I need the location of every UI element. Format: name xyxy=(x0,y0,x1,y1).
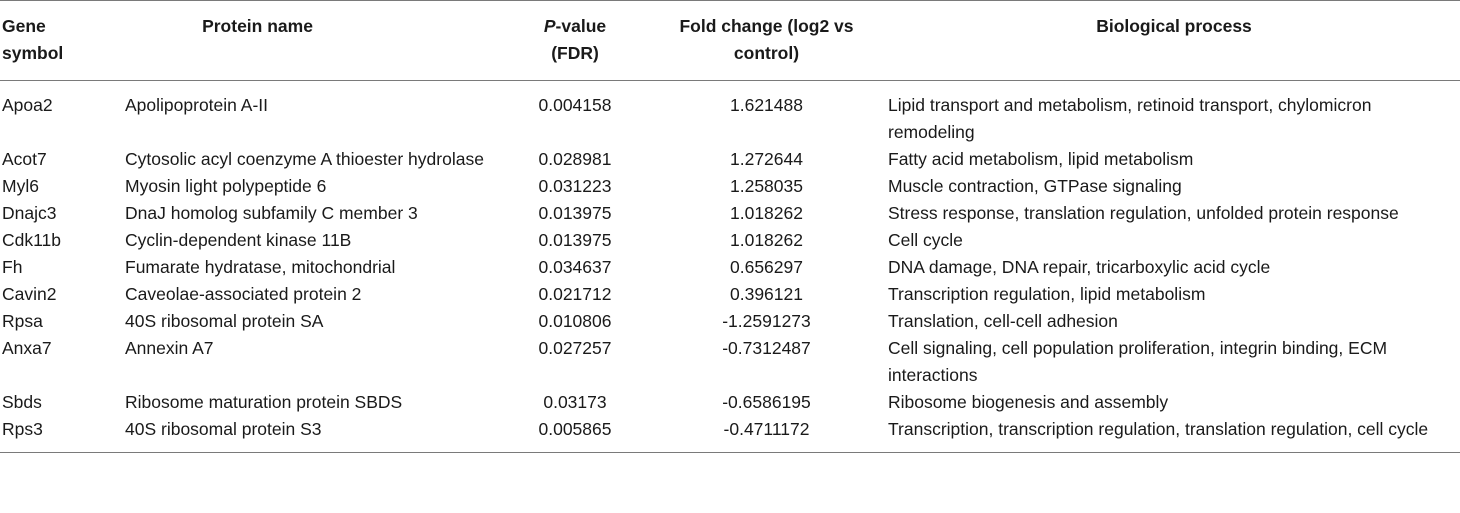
header-pvalue: P-value (FDR) xyxy=(505,1,645,81)
cell-fold: 1.018262 xyxy=(730,230,803,250)
cell-pvalue: 0.031223 xyxy=(538,176,612,196)
header-pvalue-line2: (FDR) xyxy=(551,43,599,63)
cell-protein: 40S ribosomal protein S3 xyxy=(125,419,322,439)
cell-fold: -0.7312487 xyxy=(722,338,811,358)
cell-gene: Rpsa xyxy=(2,311,43,331)
header-protein-name: Protein name xyxy=(125,1,505,81)
cell-fold: 0.396121 xyxy=(730,284,803,304)
cell-protein: Caveolae-associated protein 2 xyxy=(125,284,362,304)
cell-fold: -0.6586195 xyxy=(722,392,811,412)
cell-process: Muscle contraction, GTPase signaling xyxy=(888,176,1182,196)
cell-pvalue: 0.03173 xyxy=(543,392,607,412)
header-gene-line2: symbol xyxy=(2,43,64,63)
cell-fold: 1.272644 xyxy=(730,149,803,169)
cell-fold: 1.018262 xyxy=(730,203,803,223)
header-gene-symbol: Gene symbol xyxy=(0,1,125,81)
cell-fold: 1.258035 xyxy=(730,176,803,196)
cell-process: DNA damage, DNA repair, tricarboxylic ac… xyxy=(888,257,1271,277)
cell-pvalue: 0.021712 xyxy=(538,284,612,304)
cell-process: Lipid transport and metabolism, retinoid… xyxy=(888,95,1372,142)
table-row: Dnajc3 DnaJ homolog subfamily C member 3… xyxy=(0,200,1460,227)
table-row: Apoa2 Apolipoprotein A-II 0.004158 1.621… xyxy=(0,81,1460,147)
cell-process: Cell cycle xyxy=(888,230,963,250)
table-body: Apoa2 Apolipoprotein A-II 0.004158 1.621… xyxy=(0,81,1460,453)
header-gene-line1: Gene xyxy=(2,16,46,36)
cell-gene: Acot7 xyxy=(2,149,47,169)
table-row: Fh Fumarate hydratase, mitochondrial 0.0… xyxy=(0,254,1460,281)
cell-protein: DnaJ homolog subfamily C member 3 xyxy=(125,203,418,223)
cell-pvalue: 0.010806 xyxy=(538,311,612,331)
cell-pvalue: 0.013975 xyxy=(538,230,612,250)
cell-protein: Cyclin-dependent kinase 11B xyxy=(125,230,352,250)
cell-process: Transcription regulation, lipid metaboli… xyxy=(888,284,1206,304)
cell-process: Stress response, translation regulation,… xyxy=(888,203,1399,223)
header-process-label: Biological process xyxy=(1096,16,1252,36)
table-row: Acot7 Cytosolic acyl coenzyme A thioeste… xyxy=(0,146,1460,173)
cell-fold: 0.656297 xyxy=(730,257,803,277)
cell-protein: Apolipoprotein A-II xyxy=(125,95,269,115)
cell-gene: Cavin2 xyxy=(2,284,57,304)
cell-fold: 1.621488 xyxy=(730,95,803,115)
cell-pvalue: 0.004158 xyxy=(538,95,612,115)
cell-process: Cell signaling, cell population prolifer… xyxy=(888,338,1388,385)
cell-gene: Dnajc3 xyxy=(2,203,57,223)
header-pvalue-rest: -value xyxy=(555,16,607,36)
cell-pvalue: 0.013975 xyxy=(538,203,612,223)
cell-protein: Annexin A7 xyxy=(125,338,214,358)
cell-gene: Apoa2 xyxy=(2,95,53,115)
table-row: Rpsa 40S ribosomal protein SA 0.010806 -… xyxy=(0,308,1460,335)
cell-pvalue: 0.027257 xyxy=(538,338,612,358)
cell-process: Translation, cell-cell adhesion xyxy=(888,311,1118,331)
header-pvalue-italic: P xyxy=(543,16,556,36)
table-row: Sbds Ribosome maturation protein SBDS 0.… xyxy=(0,389,1460,416)
cell-protein: Fumarate hydratase, mitochondrial xyxy=(125,257,396,277)
header-fold-line1: Fold change (log2 vs xyxy=(679,16,854,36)
cell-process: Transcription, transcription regulation,… xyxy=(888,419,1429,439)
cell-pvalue: 0.005865 xyxy=(538,419,612,439)
table-row: Cavin2 Caveolae-associated protein 2 0.0… xyxy=(0,281,1460,308)
cell-protein: Ribosome maturation protein SBDS xyxy=(125,392,403,412)
table-row: Myl6 Myosin light polypeptide 6 0.031223… xyxy=(0,173,1460,200)
cell-protein: Cytosolic acyl coenzyme A thioester hydr… xyxy=(125,149,484,169)
cell-gene: Rps3 xyxy=(2,419,43,439)
cell-process: Ribosome biogenesis and assembly xyxy=(888,392,1169,412)
header-row: Gene symbol Protein name P-value (FDR) F… xyxy=(0,0,1460,81)
cell-protein: Myosin light polypeptide 6 xyxy=(125,176,327,196)
cell-gene: Sbds xyxy=(2,392,42,412)
cell-gene: Fh xyxy=(2,257,23,277)
cell-fold: -1.2591273 xyxy=(722,311,811,331)
table-header: Gene symbol Protein name P-value (FDR) F… xyxy=(0,0,1460,81)
header-fold-change: Fold change (log2 vs control) xyxy=(645,1,888,81)
table-row: Rps3 40S ribosomal protein S3 0.005865 -… xyxy=(0,416,1460,453)
cell-gene: Cdk11b xyxy=(2,230,62,250)
header-protein-label: Protein name xyxy=(202,16,313,36)
cell-process: Fatty acid metabolism, lipid metabolism xyxy=(888,149,1194,169)
cell-fold: -0.4711172 xyxy=(723,419,810,439)
cell-gene: Anxa7 xyxy=(2,338,52,358)
cell-pvalue: 0.034637 xyxy=(538,257,612,277)
header-fold-line2: control) xyxy=(733,43,800,63)
differential-protein-table: Gene symbol Protein name P-value (FDR) F… xyxy=(0,0,1460,453)
cell-gene: Myl6 xyxy=(2,176,39,196)
cell-protein: 40S ribosomal protein SA xyxy=(125,311,324,331)
table-row: Cdk11b Cyclin-dependent kinase 11B 0.013… xyxy=(0,227,1460,254)
header-biological-process: Biological process xyxy=(888,1,1460,81)
table-row: Anxa7 Annexin A7 0.027257 -0.7312487 Cel… xyxy=(0,335,1460,389)
cell-pvalue: 0.028981 xyxy=(538,149,612,169)
